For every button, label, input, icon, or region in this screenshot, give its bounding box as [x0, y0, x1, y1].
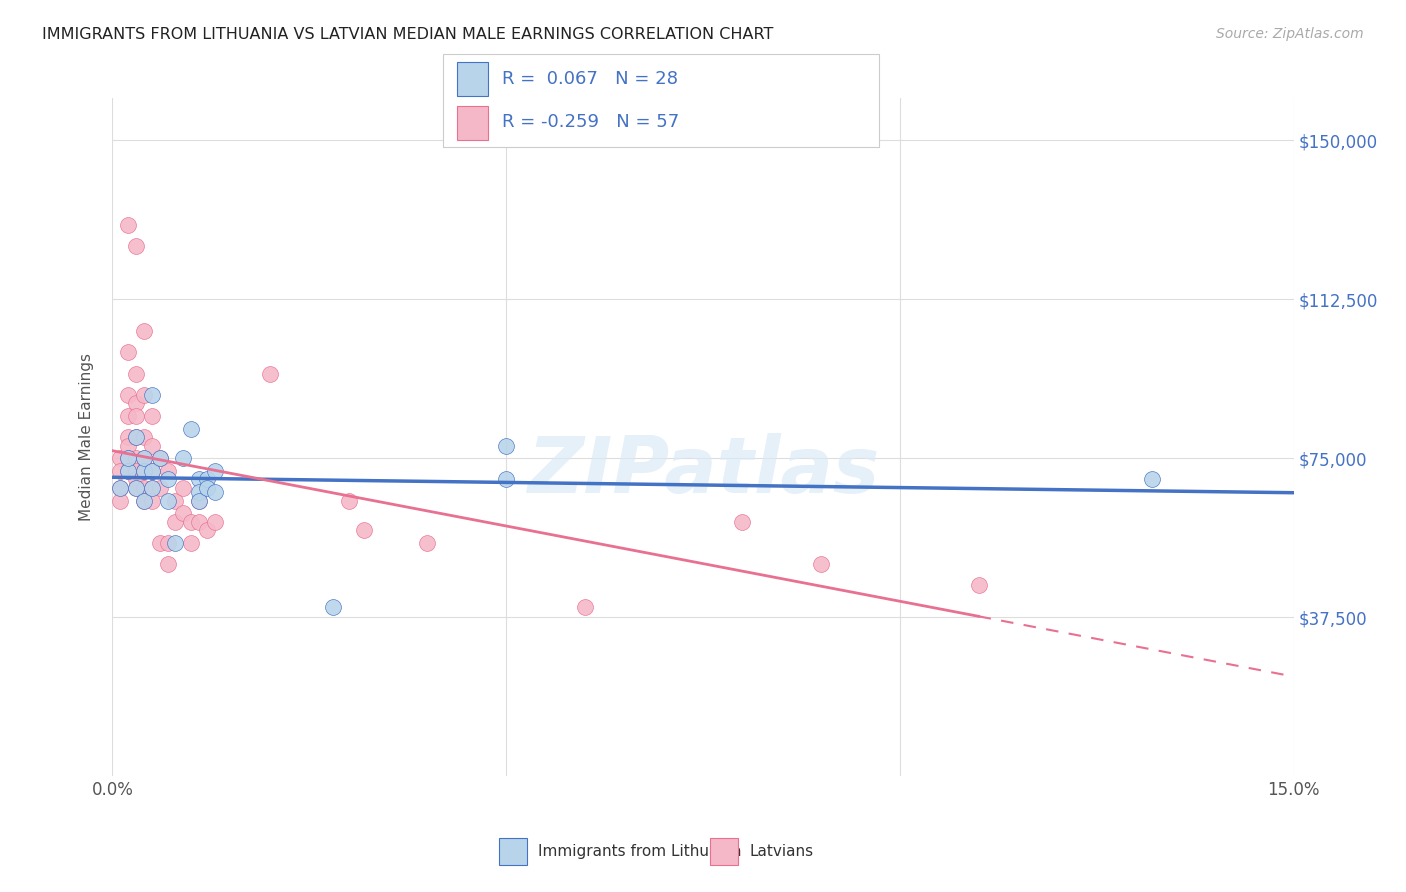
- Point: [337, 493, 360, 508]
- Point: [141, 439, 163, 453]
- Point: [156, 464, 179, 478]
- Point: [172, 481, 194, 495]
- Point: [117, 451, 139, 466]
- Point: [141, 387, 163, 401]
- Point: [125, 481, 148, 495]
- Point: [110, 464, 132, 478]
- Point: [141, 464, 163, 478]
- Text: IMMIGRANTS FROM LITHUANIA VS LATVIAN MEDIAN MALE EARNINGS CORRELATION CHART: IMMIGRANTS FROM LITHUANIA VS LATVIAN MED…: [42, 27, 773, 42]
- Point: [180, 515, 202, 529]
- Point: [156, 557, 179, 572]
- Point: [125, 367, 148, 381]
- Point: [125, 451, 148, 466]
- Point: [188, 493, 211, 508]
- Point: [125, 239, 148, 253]
- Point: [117, 464, 139, 478]
- Point: [110, 493, 132, 508]
- Text: Immigrants from Lithuania: Immigrants from Lithuania: [538, 845, 742, 859]
- Point: [117, 430, 139, 444]
- Point: [141, 409, 163, 423]
- Point: [204, 464, 226, 478]
- Point: [967, 578, 990, 592]
- Point: [195, 481, 218, 495]
- Point: [188, 473, 211, 487]
- Point: [141, 493, 163, 508]
- Point: [117, 387, 139, 401]
- Point: [416, 536, 439, 550]
- Point: [132, 451, 155, 466]
- Point: [149, 481, 172, 495]
- Text: R =  0.067   N = 28: R = 0.067 N = 28: [502, 70, 678, 87]
- Point: [204, 485, 226, 500]
- Point: [132, 430, 155, 444]
- Point: [125, 396, 148, 410]
- Point: [149, 536, 172, 550]
- Point: [574, 599, 596, 614]
- Point: [117, 409, 139, 423]
- Point: [117, 345, 139, 359]
- Point: [110, 481, 132, 495]
- Point: [125, 430, 148, 444]
- Point: [141, 481, 163, 495]
- Point: [172, 451, 194, 466]
- Point: [132, 481, 155, 495]
- Point: [132, 451, 155, 466]
- Point: [117, 464, 139, 478]
- Point: [204, 515, 226, 529]
- Point: [125, 409, 148, 423]
- Point: [1140, 473, 1163, 487]
- Point: [188, 493, 211, 508]
- Point: [259, 367, 281, 381]
- Point: [180, 536, 202, 550]
- Point: [322, 599, 344, 614]
- Point: [117, 451, 139, 466]
- Point: [172, 507, 194, 521]
- Point: [495, 473, 517, 487]
- Point: [156, 493, 179, 508]
- Point: [141, 464, 163, 478]
- Text: ZIPatlas: ZIPatlas: [527, 433, 879, 509]
- Point: [810, 557, 832, 572]
- Point: [125, 464, 148, 478]
- Point: [141, 481, 163, 495]
- Point: [132, 324, 155, 338]
- Point: [165, 536, 187, 550]
- Point: [125, 481, 148, 495]
- Point: [195, 523, 218, 537]
- Point: [132, 464, 155, 478]
- Text: Source: ZipAtlas.com: Source: ZipAtlas.com: [1216, 27, 1364, 41]
- Text: R = -0.259   N = 57: R = -0.259 N = 57: [502, 113, 679, 131]
- Point: [495, 439, 517, 453]
- Point: [195, 473, 218, 487]
- Point: [156, 473, 179, 487]
- Point: [132, 493, 155, 508]
- Text: Latvians: Latvians: [749, 845, 814, 859]
- Point: [156, 536, 179, 550]
- Point: [180, 422, 202, 436]
- Point: [125, 430, 148, 444]
- Point: [132, 493, 155, 508]
- Point: [110, 451, 132, 466]
- Point: [165, 515, 187, 529]
- Point: [188, 485, 211, 500]
- Point: [117, 439, 139, 453]
- Point: [125, 473, 148, 487]
- Point: [353, 523, 375, 537]
- Point: [165, 493, 187, 508]
- Y-axis label: Median Male Earnings: Median Male Earnings: [79, 353, 94, 521]
- Point: [132, 387, 155, 401]
- Point: [132, 464, 155, 478]
- Point: [149, 451, 172, 466]
- Point: [149, 451, 172, 466]
- Point: [117, 219, 139, 233]
- Point: [188, 515, 211, 529]
- Point: [110, 481, 132, 495]
- Point: [731, 515, 754, 529]
